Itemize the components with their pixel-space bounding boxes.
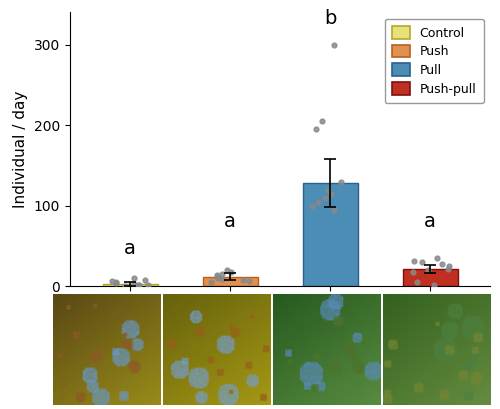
Bar bbox=[202, 276, 258, 286]
Point bbox=[218, 276, 226, 282]
Text: a: a bbox=[424, 213, 436, 231]
Point bbox=[112, 280, 120, 286]
Point bbox=[140, 276, 148, 283]
Text: b: b bbox=[324, 9, 336, 28]
Point bbox=[430, 281, 438, 288]
Point bbox=[130, 275, 138, 281]
Point bbox=[413, 279, 421, 285]
Point bbox=[324, 187, 332, 193]
Point bbox=[330, 207, 338, 213]
Point bbox=[438, 261, 446, 267]
Point bbox=[224, 267, 232, 274]
Point bbox=[134, 281, 142, 288]
Point bbox=[326, 190, 334, 197]
Point bbox=[207, 279, 215, 285]
Point bbox=[312, 126, 320, 133]
Bar bbox=[402, 269, 458, 286]
Point bbox=[434, 255, 442, 261]
Point bbox=[424, 267, 432, 274]
Point bbox=[338, 178, 345, 185]
Point bbox=[410, 257, 418, 264]
Legend: Control, Push, Pull, Push-pull: Control, Push, Pull, Push-pull bbox=[384, 18, 484, 103]
Point bbox=[130, 281, 138, 287]
Point bbox=[245, 277, 253, 284]
Text: a: a bbox=[124, 239, 136, 258]
Bar bbox=[302, 183, 358, 286]
Point bbox=[227, 269, 235, 275]
Point bbox=[121, 283, 129, 290]
Point bbox=[330, 41, 338, 48]
Point bbox=[314, 198, 322, 205]
Point bbox=[320, 194, 328, 201]
Point bbox=[144, 282, 152, 289]
Point bbox=[444, 263, 452, 270]
Point bbox=[112, 279, 120, 285]
Point bbox=[418, 259, 426, 265]
Y-axis label: Individual / day: Individual / day bbox=[14, 91, 28, 208]
Point bbox=[214, 275, 222, 281]
Text: a: a bbox=[224, 213, 236, 231]
Point bbox=[136, 281, 143, 288]
Point bbox=[108, 278, 116, 285]
Point bbox=[308, 202, 316, 209]
Point bbox=[214, 273, 222, 280]
Point bbox=[444, 265, 452, 272]
Point bbox=[318, 118, 326, 124]
Point bbox=[240, 276, 248, 283]
Bar bbox=[102, 284, 158, 286]
Point bbox=[218, 271, 226, 277]
Point bbox=[408, 269, 416, 275]
Point bbox=[214, 272, 222, 278]
